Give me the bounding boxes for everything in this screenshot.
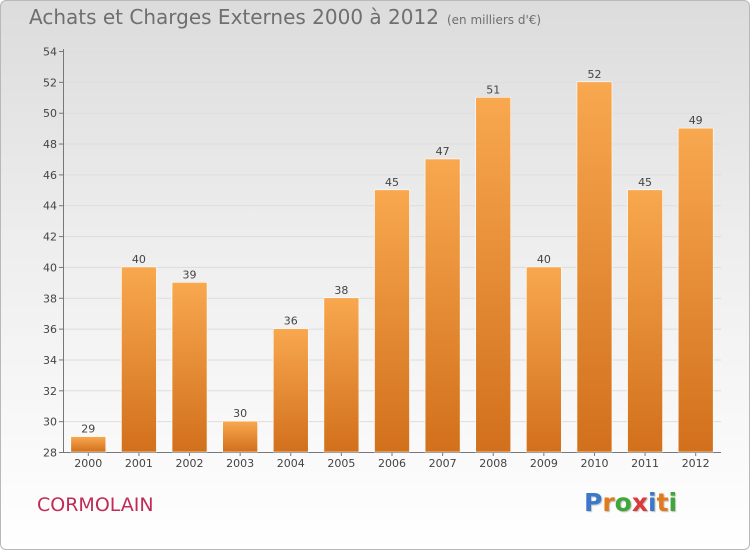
- bar-value-label: 51: [486, 83, 500, 96]
- x-tick-label: 2008: [479, 457, 507, 470]
- bar-value-label: 30: [233, 407, 247, 420]
- x-tick-label: 2002: [176, 457, 204, 470]
- y-tick-label: 44: [43, 200, 57, 213]
- bar-2005: [323, 297, 360, 453]
- bar-value-label: 36: [284, 315, 298, 328]
- bar-2011: [627, 189, 663, 453]
- axes: [59, 49, 721, 456]
- logo-letter: P: [584, 488, 603, 517]
- bar-value-label: 49: [689, 114, 703, 127]
- chart-title: Achats et Charges Externes 2000 à 2012 (e…: [29, 5, 541, 29]
- bar-2006: [374, 189, 410, 453]
- chart-subtitle: (en milliers d'€): [446, 13, 542, 27]
- bar-2002: [171, 282, 208, 453]
- bar-value-label: 40: [132, 253, 146, 266]
- x-tick-label: 2009: [530, 457, 558, 470]
- bar-value-label: 39: [183, 268, 197, 281]
- y-tick-label: 42: [43, 231, 57, 244]
- x-tick-label: 2006: [378, 457, 406, 470]
- chart-title-text: Achats et Charges Externes 2000 à 2012: [29, 5, 439, 29]
- bar-value-label: 40: [537, 253, 551, 266]
- y-tick-label: 28: [43, 447, 57, 460]
- bar-2004: [272, 328, 309, 453]
- logo-letter: i: [648, 488, 657, 517]
- logo-letter: i: [668, 488, 678, 517]
- bar-value-label: 45: [385, 176, 399, 189]
- y-tick-label: 40: [43, 261, 57, 274]
- x-tick-label: 2005: [327, 457, 355, 470]
- bar-2009: [526, 266, 562, 453]
- x-tick-label: 2001: [125, 457, 153, 470]
- x-tick-label: 2004: [277, 457, 305, 470]
- bar-2012: [677, 127, 714, 453]
- y-tick-label: 48: [43, 138, 57, 151]
- logo-letter: t: [656, 488, 669, 517]
- x-tick-label: 2007: [429, 457, 457, 470]
- bar-value-label: 38: [334, 284, 348, 297]
- x-tick-label: 2000: [74, 457, 102, 470]
- y-tick-label: 36: [43, 323, 57, 336]
- bars: [70, 81, 714, 453]
- bar-2007: [424, 158, 461, 453]
- bar-2008: [475, 96, 512, 453]
- x-tick-label: 2012: [682, 457, 710, 470]
- y-tick-label: 30: [43, 416, 57, 429]
- x-tick-label: 2011: [631, 457, 659, 470]
- proxiti-logo: Proxiti: [584, 488, 677, 517]
- bar-2003: [222, 420, 258, 453]
- bar-2001: [121, 266, 157, 453]
- y-tick-label: 46: [43, 169, 57, 182]
- logo-letter: r: [602, 488, 615, 517]
- bar-2000: [70, 436, 107, 453]
- y-tick-label: 50: [43, 107, 57, 120]
- place-name: CORMOLAIN: [37, 494, 154, 516]
- y-tick-label: 34: [43, 354, 57, 367]
- y-tick-label: 54: [43, 46, 57, 59]
- logo-letter: o: [614, 488, 632, 517]
- y-tick-label: 52: [43, 76, 57, 89]
- x-tick-label: 2010: [580, 457, 608, 470]
- bar-value-label: 47: [436, 145, 450, 158]
- bar-value-label: 45: [638, 176, 652, 189]
- bar-2010: [576, 81, 613, 453]
- labels: 28 30 32 34 36 38 40 42 44 46 48 50 52 54 29 2000 40 2001…: [43, 46, 710, 471]
- y-tick-label: 32: [43, 385, 57, 398]
- bar-value-label: 52: [587, 68, 601, 81]
- y-tick-label: 38: [43, 292, 57, 305]
- logo-letter: x: [631, 488, 648, 517]
- x-tick-label: 2003: [226, 457, 254, 470]
- bar-value-label: 29: [81, 423, 95, 436]
